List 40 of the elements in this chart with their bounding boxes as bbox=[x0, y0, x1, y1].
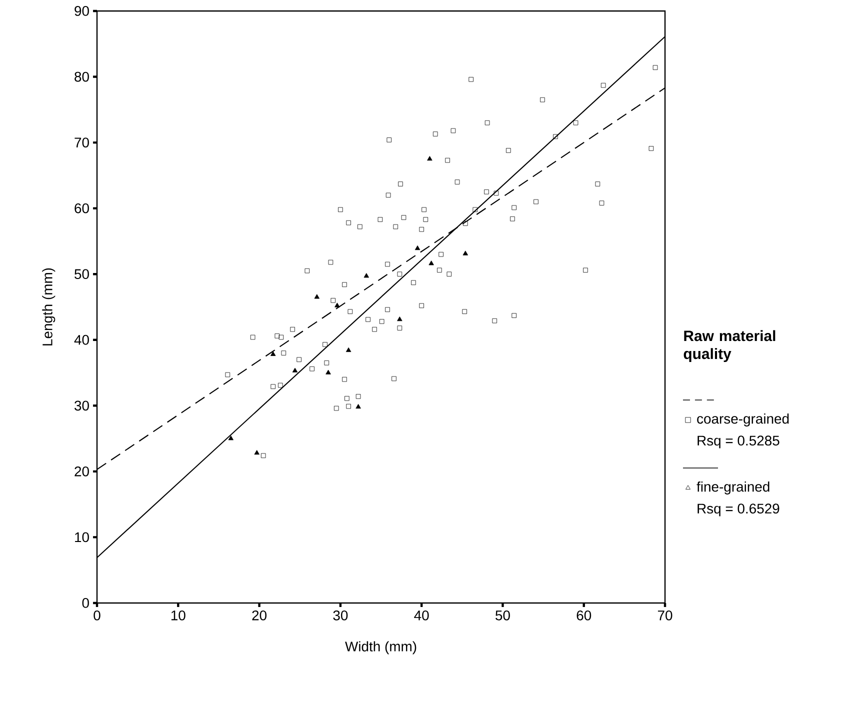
point bbox=[428, 260, 434, 266]
legend-label: Rsq = 0.6529 bbox=[698, 504, 780, 516]
point bbox=[292, 368, 298, 372]
point bbox=[334, 302, 340, 308]
point bbox=[397, 316, 402, 322]
y-tick-label: 90 bbox=[74, 6, 89, 16]
y-axis-title: Length (mm) bbox=[42, 268, 56, 346]
x-axis-title: Width (mm) bbox=[345, 641, 416, 654]
x-tick-label: 40 bbox=[414, 610, 429, 620]
y-tick-label: 80 bbox=[74, 72, 89, 82]
point bbox=[427, 156, 432, 161]
point bbox=[414, 245, 420, 250]
y-tick-label: 20 bbox=[74, 466, 89, 476]
point bbox=[228, 436, 234, 440]
point bbox=[254, 450, 260, 455]
x-tick-label: 30 bbox=[333, 610, 348, 620]
point bbox=[364, 273, 370, 278]
y-tick-label: 30 bbox=[74, 400, 89, 411]
y-tick-label: 70 bbox=[74, 138, 89, 148]
y-tick-label: 50 bbox=[74, 269, 89, 280]
y-tick-label: 0 bbox=[82, 598, 89, 608]
point bbox=[462, 250, 468, 256]
y-tick-label: 60 bbox=[74, 203, 89, 214]
legend-label: Rsq = 0.5285 bbox=[698, 436, 780, 448]
point bbox=[346, 347, 352, 352]
x-tick-label: 50 bbox=[496, 610, 510, 620]
point bbox=[270, 351, 276, 356]
legend-label: fine-grained bbox=[696, 481, 770, 494]
point bbox=[356, 404, 361, 409]
point bbox=[326, 370, 331, 374]
x-tick-label: 20 bbox=[252, 610, 267, 620]
x-tick-label: 70 bbox=[658, 610, 672, 620]
legend-label: coarse-grained bbox=[697, 413, 789, 426]
x-tick-label: 10 bbox=[171, 610, 186, 620]
point bbox=[314, 294, 320, 299]
y-tick-label: 10 bbox=[75, 532, 89, 542]
x-tick-label: 0 bbox=[94, 610, 100, 620]
y-tick-label: 40 bbox=[74, 334, 89, 345]
legend-title: Raw material quality bbox=[684, 330, 776, 362]
x-tick-label: 60 bbox=[576, 610, 592, 620]
